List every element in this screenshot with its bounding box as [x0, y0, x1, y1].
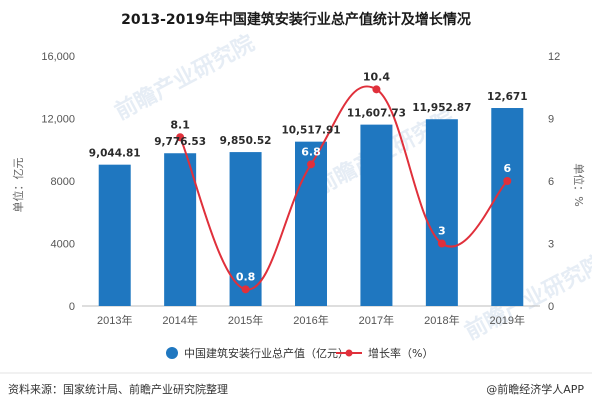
growth-rate-label: 0.8 — [236, 270, 256, 283]
x-tick-label: 2016年 — [293, 313, 328, 327]
y-axis-right: 0 3 6 9 12 — [548, 51, 560, 313]
growth-rate-label: 6 — [503, 162, 511, 175]
bar — [425, 119, 458, 306]
y2-tick-label: 6 — [548, 176, 554, 188]
x-axis: 2013年 2014年 2015年 2016年 2017年 2018年 2019年 — [97, 313, 525, 327]
y2-tick-label: 0 — [548, 301, 554, 313]
bar — [491, 108, 524, 306]
x-tick-label: 2015年 — [228, 313, 263, 327]
bar-value-label: 9,776.53 — [154, 136, 206, 148]
x-tick-label: 2013年 — [97, 313, 132, 327]
y-tick-label: 4000 — [51, 239, 75, 251]
y-tick-label: 12,000 — [41, 114, 75, 126]
bar — [360, 124, 393, 307]
bar-value-label: 10,517.91 — [281, 125, 340, 137]
bar-value-label: 9,850.52 — [220, 135, 272, 147]
chart-title: 2013-2019年中国建筑安装行业总产值统计及增长情况 — [121, 11, 471, 28]
growth-rate-point — [372, 85, 381, 94]
watermark-text: 前瞻产业研究院 — [461, 250, 592, 345]
watermark-text: 前瞻产业研究院 — [111, 30, 259, 125]
growth-rate-label: 6.8 — [301, 145, 321, 158]
y-tick-label: 8000 — [51, 176, 75, 188]
bar-series — [98, 108, 524, 307]
growth-rate-label: 3 — [438, 225, 446, 238]
legend-line-label: 增长率（%） — [368, 346, 433, 360]
y-tick-label: 0 — [69, 301, 75, 313]
y-axis-left: 0 4000 8000 12,000 16,000 — [41, 51, 75, 313]
legend-bar-label: 中国建筑安装行业总产值（亿元） — [184, 346, 349, 360]
footer-brand: @前瞻经济学人APP — [486, 382, 584, 396]
y2-tick-label: 9 — [548, 114, 554, 126]
bar-value-label: 11,952.87 — [412, 102, 471, 114]
y-axis-right-title: 单位：% — [572, 163, 586, 206]
legend: 中国建筑安装行业总产值（亿元） 增长率（%） — [166, 346, 433, 360]
y2-tick-label: 12 — [548, 51, 560, 63]
bar — [164, 153, 197, 306]
growth-rate-label: 8.1 — [170, 118, 190, 131]
footer-source: 资料来源：国家统计局、前瞻产业研究院整理 — [8, 382, 228, 396]
bar-value-label: 9,044.81 — [89, 148, 141, 160]
growth-rate-point — [437, 239, 446, 248]
bar-data-labels: 9,044.81 9,776.53 9,850.52 10,517.91 11,607.… — [89, 91, 528, 160]
growth-rate-point — [307, 160, 315, 169]
growth-rate-label: 10.4 — [363, 70, 390, 83]
bar — [98, 164, 131, 306]
growth-rate-point — [176, 133, 185, 142]
x-tick-label: 2017年 — [359, 313, 394, 327]
y-axis-left-title: 单位：亿元 — [11, 158, 25, 213]
bar — [295, 141, 327, 306]
legend-line-dot — [345, 349, 353, 357]
x-tick-label: 2014年 — [162, 313, 197, 327]
y-tick-label: 16,000 — [41, 51, 75, 63]
bar-value-label: 12,671 — [487, 91, 528, 103]
growth-rate-point — [503, 177, 512, 185]
y2-tick-label: 3 — [548, 239, 554, 251]
x-tick-label: 2018年 — [424, 313, 459, 327]
legend-bar-marker — [166, 347, 178, 359]
line-data-labels: 8.1 0.8 6.8 10.4 3 6 — [170, 70, 511, 283]
line-series — [176, 85, 512, 294]
growth-rate-point — [241, 285, 250, 294]
x-tick-label: 2019年 — [490, 313, 525, 327]
bar-value-label: 11,607.73 — [347, 108, 406, 120]
